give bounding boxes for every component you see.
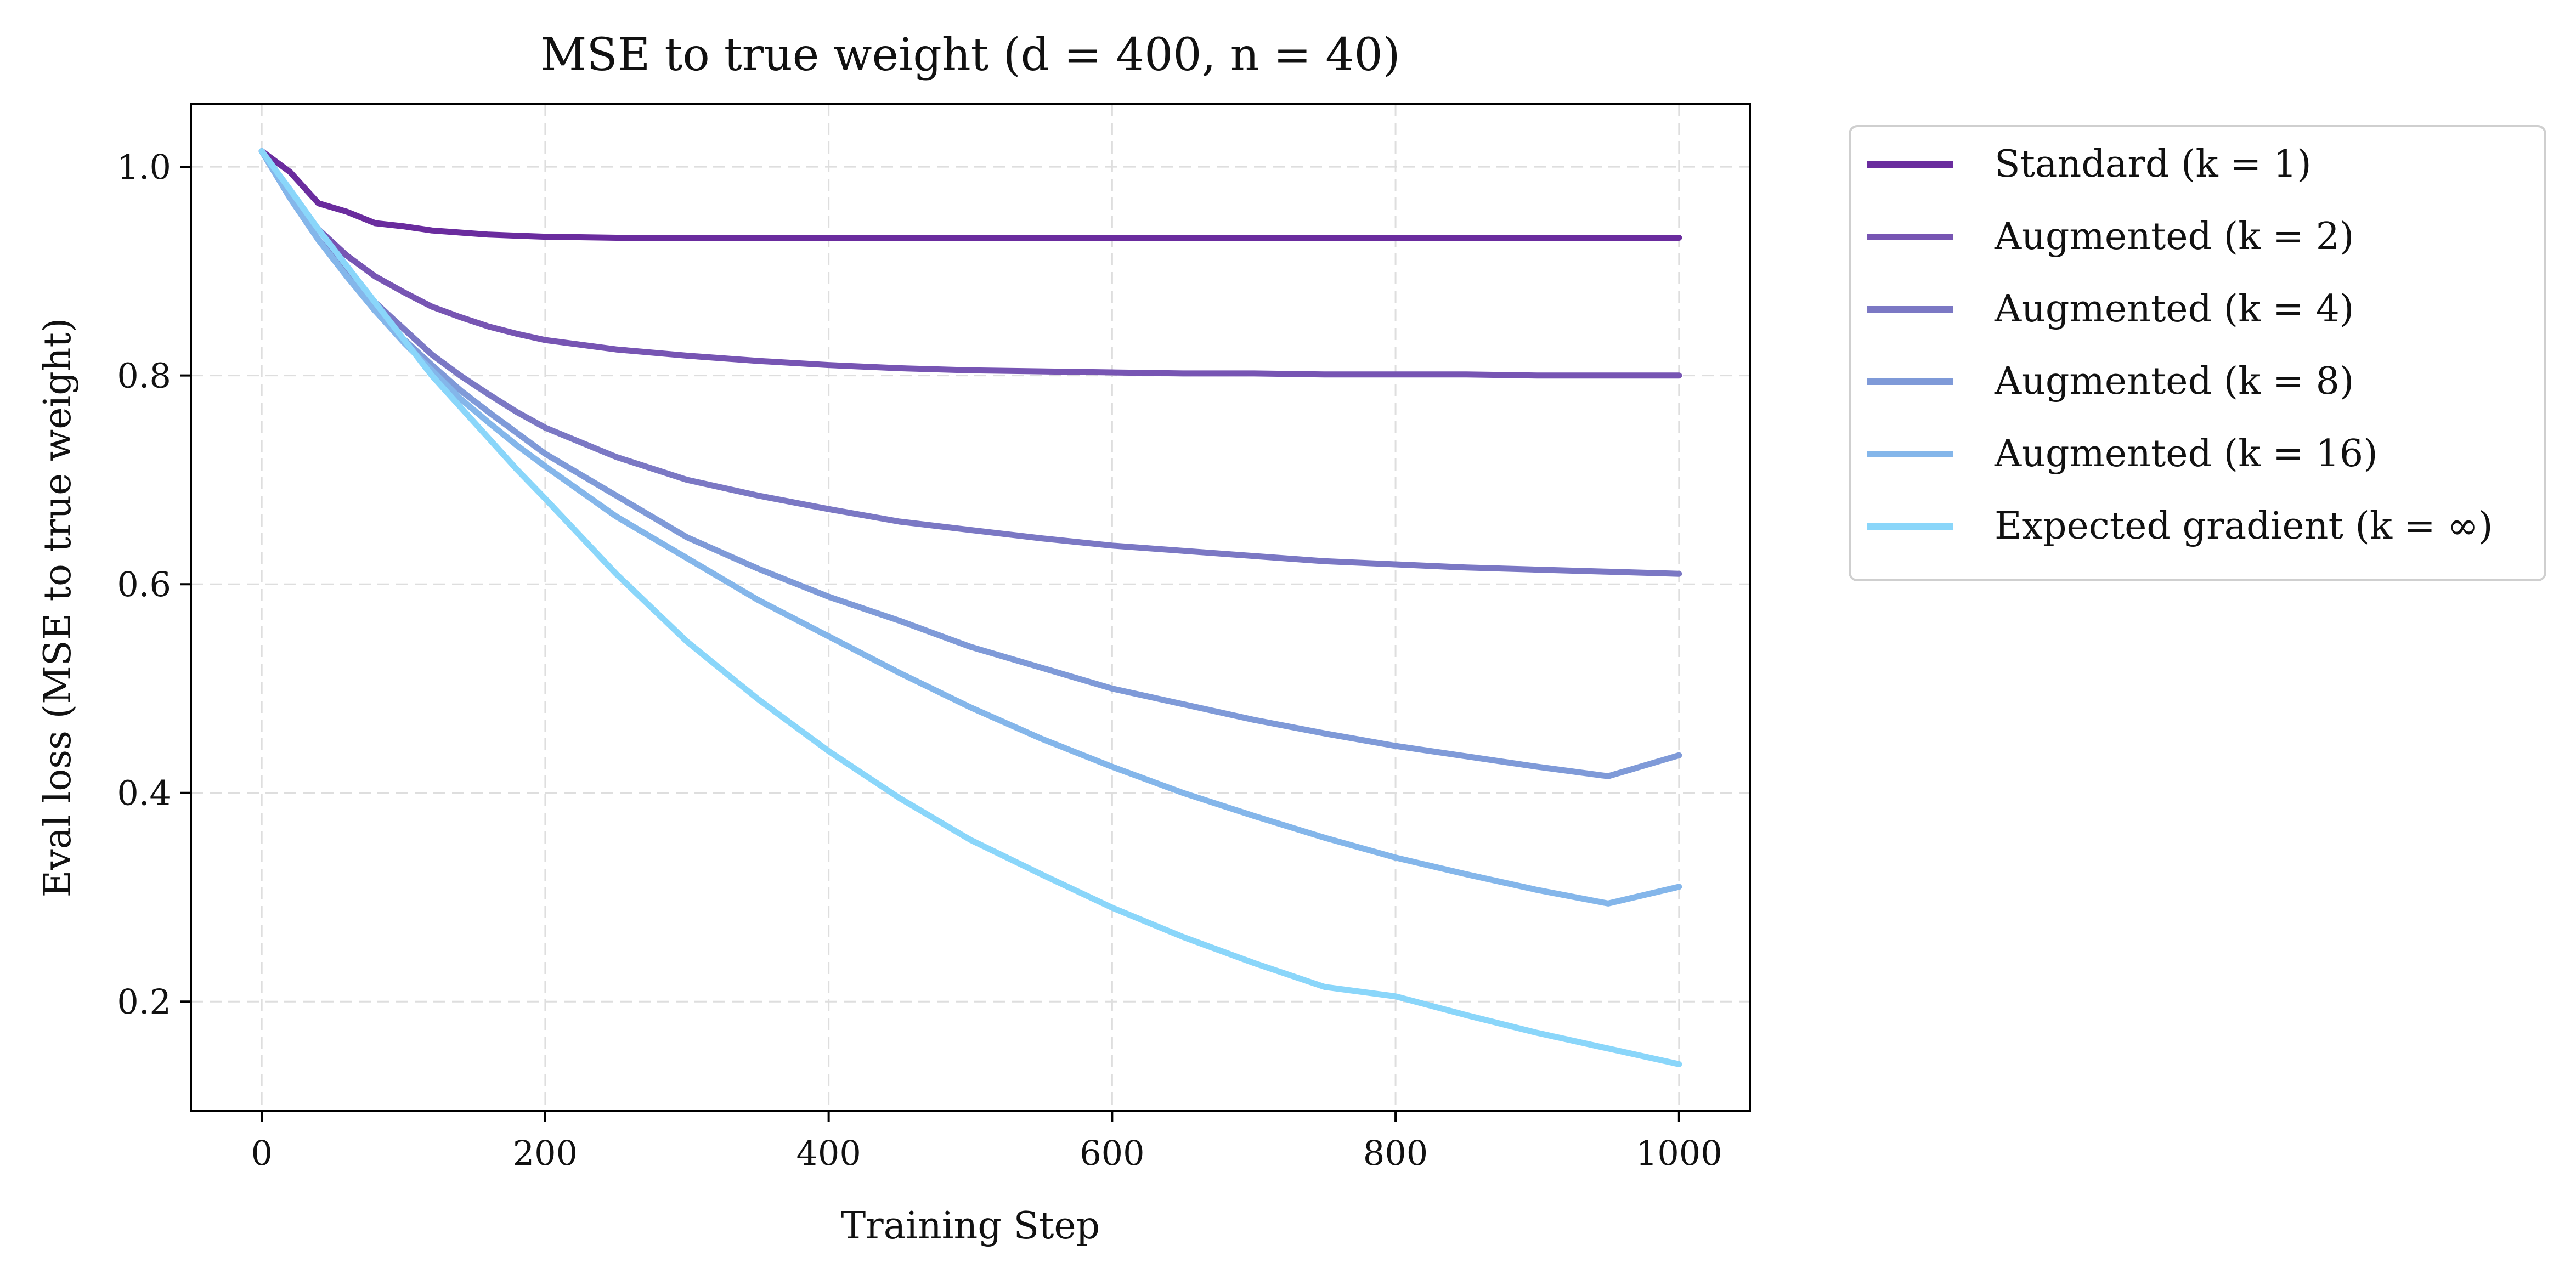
y-tick-label: 0.2 bbox=[117, 982, 171, 1022]
series-line-2 bbox=[258, 148, 1682, 379]
series-line-1 bbox=[258, 148, 1682, 241]
legend-entry-label: Expected gradient (k = ∞) bbox=[1995, 505, 2493, 548]
series-line-4 bbox=[258, 148, 1682, 779]
legend-entry-label: Augmented (k = 16) bbox=[1994, 432, 2378, 475]
y-tick-label: 1.0 bbox=[117, 147, 171, 187]
legend-entry-label: Augmented (k = 8) bbox=[1994, 360, 2354, 403]
x-tick-label: 1000 bbox=[1636, 1133, 1722, 1173]
legend: Standard (k = 1) Augmented (k = 2) Augment… bbox=[1849, 125, 2546, 581]
x-tick-label: 400 bbox=[796, 1133, 861, 1173]
y-tick-label: 0.8 bbox=[117, 356, 171, 396]
x-tick-label: 200 bbox=[513, 1133, 578, 1173]
chart-title: MSE to true weight (d = 400, n = 40) bbox=[540, 29, 1400, 81]
y-tick-label: 0.4 bbox=[117, 773, 171, 813]
series-line-5 bbox=[258, 148, 1682, 907]
series-line-6 bbox=[258, 148, 1682, 1067]
x-tick-label: 600 bbox=[1080, 1133, 1144, 1173]
legend-entry-label: Standard (k = 1) bbox=[1995, 143, 2312, 186]
series-line-3 bbox=[258, 148, 1682, 577]
grid-layer bbox=[191, 104, 1750, 1111]
series-layer bbox=[258, 148, 1682, 1067]
x-axis-label: Training Step bbox=[841, 1204, 1100, 1248]
legend-box bbox=[1849, 125, 2546, 581]
legend-entry-label: Augmented (k = 2) bbox=[1994, 215, 2354, 258]
legend-entry-label: Augmented (k = 4) bbox=[1994, 287, 2354, 331]
plot-frame bbox=[190, 103, 1751, 1112]
tick-layer: 0 200 400 600 800 1000 0.2 0.4 0.6 0.8 1.0 bbox=[117, 147, 1722, 1173]
y-axis-label: Eval loss (MSE to true weight) bbox=[36, 318, 80, 898]
x-tick-label: 800 bbox=[1363, 1133, 1428, 1173]
x-tick-label: 0 bbox=[251, 1133, 272, 1173]
y-tick-label: 0.6 bbox=[117, 564, 171, 604]
